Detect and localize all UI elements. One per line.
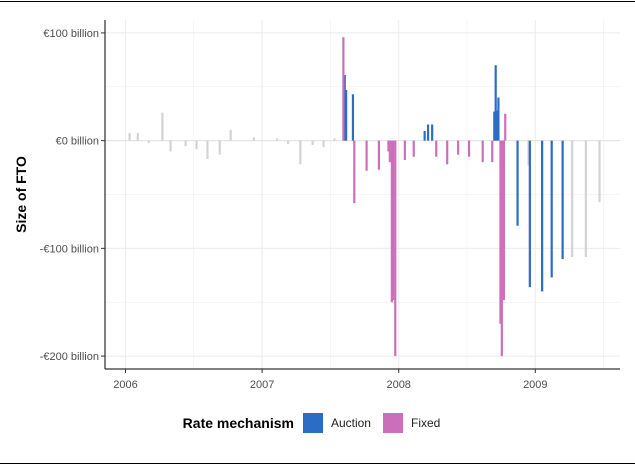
axes bbox=[101, 20, 620, 373]
bar-other bbox=[527, 140, 530, 166]
bar-other bbox=[218, 140, 221, 155]
legend-item-fixed: Fixed bbox=[382, 413, 441, 433]
bar-fixed bbox=[388, 140, 391, 163]
bar-auction bbox=[343, 74, 346, 141]
bar-fixed bbox=[412, 140, 415, 157]
bar-other bbox=[169, 140, 172, 152]
bar-auction bbox=[550, 140, 553, 278]
bar-fixed bbox=[377, 140, 380, 170]
x-tick-label: 2007 bbox=[250, 379, 274, 391]
bar-auction bbox=[541, 140, 544, 292]
bar-other bbox=[206, 140, 209, 159]
bar-other bbox=[229, 129, 232, 141]
bar-fixed bbox=[353, 140, 356, 204]
x-tick-label: 2008 bbox=[386, 379, 410, 391]
top-rule bbox=[0, 1, 635, 2]
y-tick-label: €100 billion bbox=[43, 28, 99, 40]
gridlines bbox=[105, 20, 620, 369]
x-tick-label: 2006 bbox=[113, 379, 137, 391]
bar-fixed bbox=[435, 140, 438, 157]
bar-fixed bbox=[504, 113, 507, 141]
y-tick-label: -€100 billion bbox=[40, 243, 99, 255]
legend-item-auction: Auction bbox=[302, 413, 371, 433]
tick-labels: €100 billion €0 billion -€100 billion -€200… bbox=[40, 28, 548, 391]
legend-key-auction bbox=[302, 413, 323, 433]
bar-fixed bbox=[342, 37, 345, 141]
bar-fixed bbox=[491, 140, 494, 163]
legend: Rate mechanism Auction Fixed bbox=[0, 410, 635, 436]
y-axis-title: Size of FTO bbox=[13, 156, 29, 233]
bar-fixed bbox=[500, 140, 503, 357]
bar-other bbox=[252, 137, 255, 141]
bar-fixed bbox=[387, 140, 390, 152]
bar-fixed bbox=[502, 140, 505, 301]
bar-other bbox=[136, 133, 139, 141]
bar-other bbox=[128, 133, 131, 141]
bar-other bbox=[311, 140, 314, 145]
bar-other bbox=[299, 140, 302, 165]
bar-other bbox=[195, 140, 198, 150]
bar-auction bbox=[426, 124, 430, 141]
bar-fixed bbox=[499, 140, 502, 324]
bar-fixed bbox=[403, 140, 406, 161]
x-tick-label: 2009 bbox=[523, 379, 547, 391]
bar-other bbox=[571, 140, 574, 257]
bar-fixed bbox=[457, 140, 460, 155]
bar-other bbox=[333, 138, 336, 141]
bar-fixed bbox=[394, 140, 397, 357]
bar-auction bbox=[493, 111, 496, 141]
legend-label-fixed: Fixed bbox=[410, 416, 441, 430]
bar-auction bbox=[528, 140, 531, 288]
bar-auction bbox=[431, 124, 434, 141]
legend-key-fixed bbox=[382, 413, 403, 433]
bar-auction bbox=[561, 140, 564, 260]
bar-auction bbox=[516, 140, 519, 226]
bottom-rule bbox=[0, 463, 635, 464]
legend-title: Rate mechanism bbox=[182, 415, 294, 431]
bar-other bbox=[598, 140, 601, 203]
bar-fixed bbox=[481, 140, 484, 163]
bars bbox=[128, 37, 601, 357]
bar-auction bbox=[497, 97, 500, 141]
bar-fixed bbox=[446, 140, 449, 165]
bar-other bbox=[584, 140, 587, 257]
bar-fixed bbox=[390, 140, 393, 303]
bar-fixed bbox=[467, 140, 471, 157]
bar-auction bbox=[423, 130, 426, 141]
bar-auction bbox=[495, 110, 499, 141]
bar-auction bbox=[351, 94, 355, 141]
y-tick-label: €0 billion bbox=[56, 136, 99, 148]
bar-other bbox=[286, 140, 290, 144]
bar-other bbox=[147, 140, 150, 143]
y-tick-label: -€200 billion bbox=[40, 351, 99, 363]
bar-other bbox=[184, 140, 187, 147]
bar-other bbox=[161, 112, 164, 141]
bar-auction bbox=[345, 90, 348, 141]
bar-other bbox=[276, 138, 279, 141]
bar-fixed bbox=[392, 140, 395, 301]
bar-auction bbox=[494, 65, 497, 141]
bar-fixed bbox=[365, 140, 368, 171]
legend-label-auction: Auction bbox=[330, 416, 371, 430]
bar-other bbox=[322, 140, 325, 148]
